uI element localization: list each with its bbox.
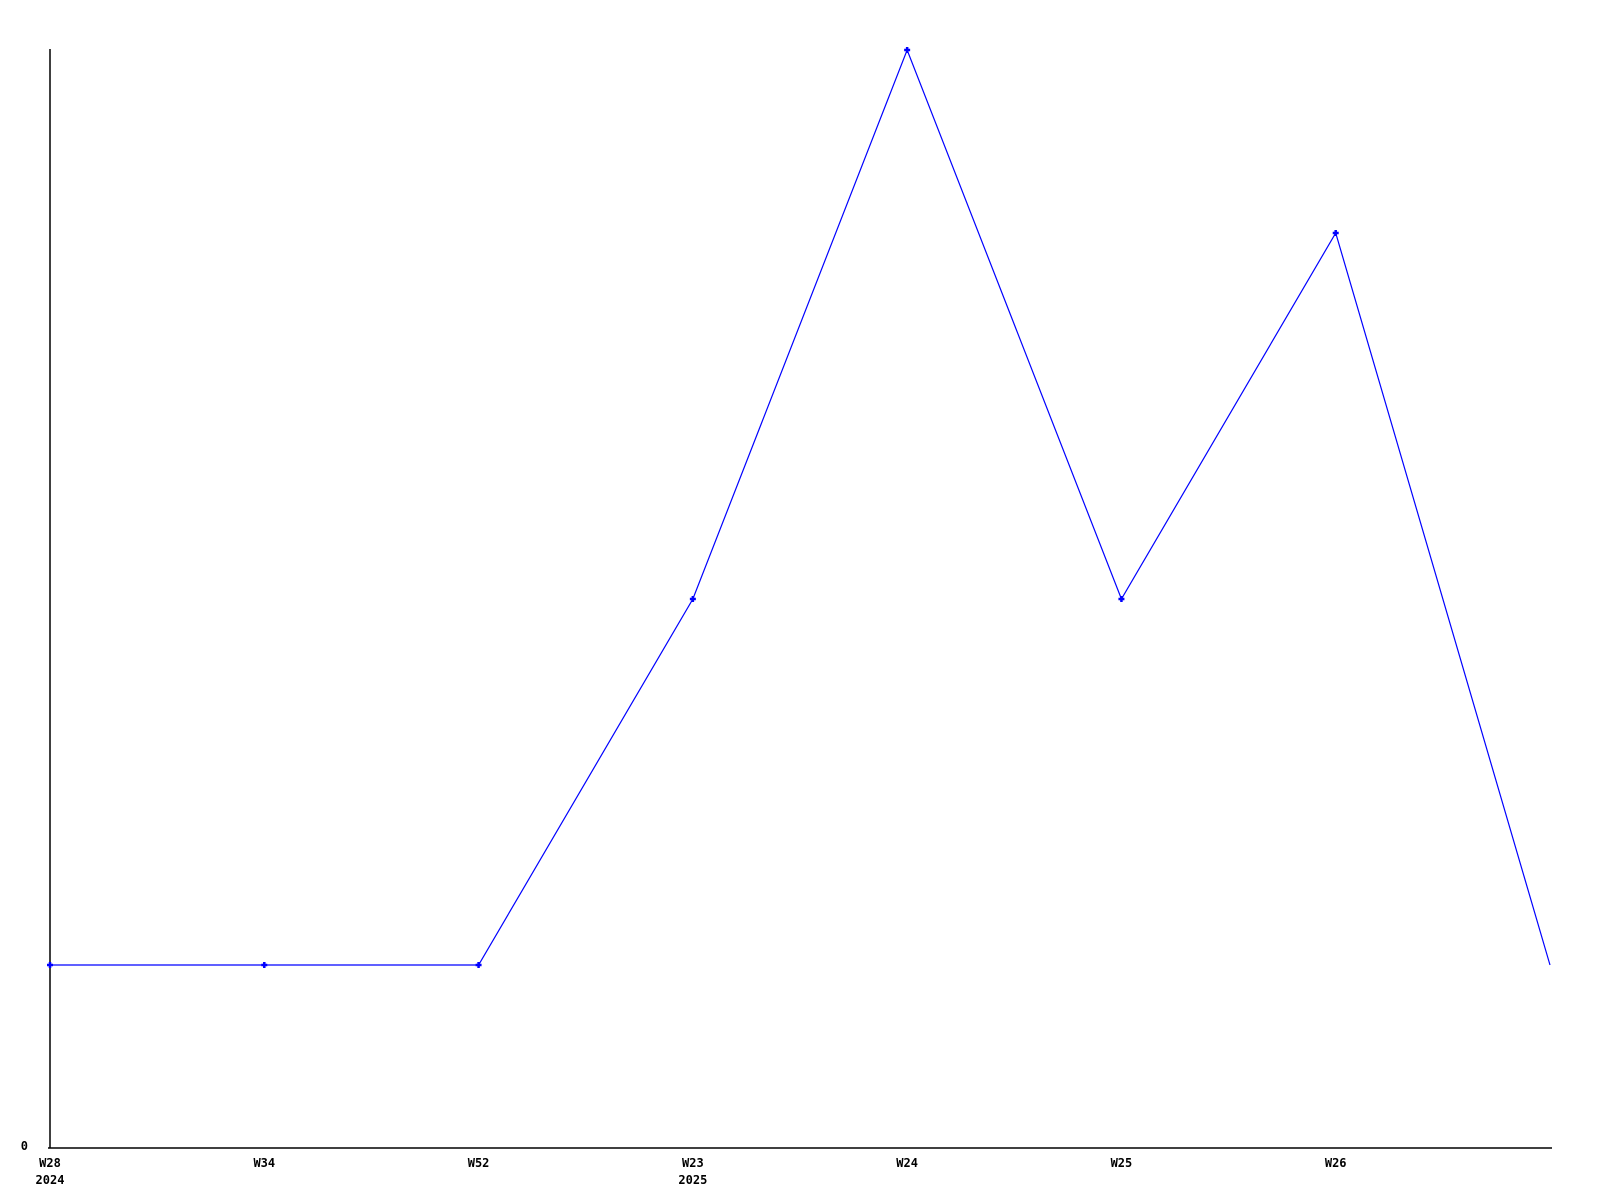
x-tick-label: W52	[468, 1156, 490, 1170]
x-tick-year-label: 2024	[36, 1173, 65, 1187]
data-point-marker	[904, 47, 911, 53]
data-point-marker	[1332, 230, 1339, 236]
data-point-marker	[47, 962, 53, 968]
data-point-marker	[261, 962, 268, 968]
data-point-marker	[1118, 596, 1125, 602]
data-point-marker	[689, 596, 696, 602]
x-tick-label: W23	[682, 1156, 704, 1170]
y-axis-tick-label-zero: 0	[21, 1139, 28, 1153]
x-tick-label: W24	[896, 1156, 918, 1170]
x-tick-year-label: 2025	[678, 1173, 707, 1187]
x-tick-label: W34	[253, 1156, 275, 1170]
data-point-marker	[475, 962, 482, 968]
x-tick-label: W28	[39, 1156, 61, 1170]
data-line	[50, 48, 1551, 966]
x-tick-label: W26	[1325, 1156, 1347, 1170]
x-tick-label: W25	[1111, 1156, 1133, 1170]
